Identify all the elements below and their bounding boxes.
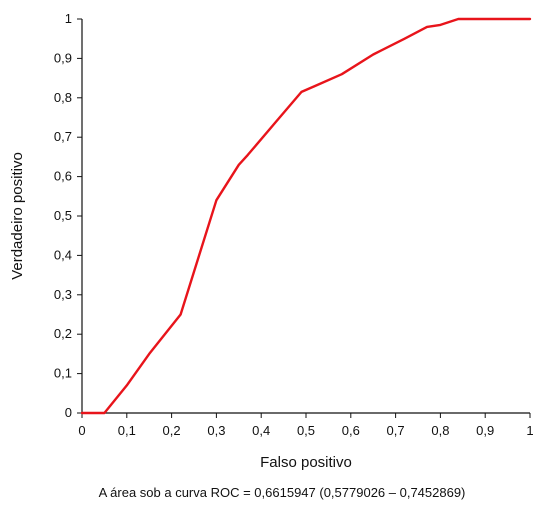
roc-curve-point [215,199,218,201]
y-tick-label: 0,7 [54,129,72,144]
series-layer [80,17,532,415]
x-axis-title: Falso positivo [260,454,352,471]
y-tick-label: 1 [65,11,72,26]
x-tick-label: 0,9 [476,423,494,438]
y-axis-title: Verdadeiro positivo [9,152,26,280]
roc-curve-point [372,53,375,56]
ticks: 0 0,1 0,2 0,3 0,4 0,5 0,6 0,7 0,8 0,9 1 0 0,1 0,2 0,3 0… [54,11,534,438]
y-tick-label: 0,6 [54,169,72,184]
x-tick-label: 1 [526,423,533,438]
x-tick-label: 0,5 [297,423,315,438]
roc-curve-point [300,91,303,93]
roc-curve-point [439,24,442,26]
roc-curve-point [179,313,182,316]
auc-annotation: A área sob a curva ROC = 0,6615947 (0,57… [99,485,466,500]
y-tick-label: 0 [65,405,72,420]
y-tick-label: 0,1 [54,366,72,381]
x-tick-label: 0,4 [252,423,270,438]
roc-curve-point [247,154,249,156]
x-tick-label: 0,7 [387,423,405,438]
roc-curve-point [148,353,150,355]
x-tick-label: 0,2 [163,423,181,438]
y-tick-label: 0,3 [54,287,72,302]
roc-curve-point [529,18,531,20]
x-tick-label: 0,1 [118,423,136,438]
roc-curve-point [314,85,316,87]
roc-curve-point [126,384,128,387]
roc-curve-point [457,18,460,20]
roc-curve-point [81,412,83,414]
y-tick-label: 0,4 [54,247,72,262]
roc-curve-point [426,26,428,28]
y-tick-label: 0,5 [54,208,72,223]
roc-curve-line [80,17,532,415]
x-tick-label: 0,8 [431,423,449,438]
y-tick-label: 0,9 [54,50,72,65]
roc-curve-point [273,122,276,125]
roc-curve-point [238,164,240,166]
roc-curve-point [103,412,106,414]
y-tick-label: 0,8 [54,90,72,105]
x-tick-label: 0,3 [207,423,225,438]
y-tick-label: 0,2 [54,326,72,341]
x-tick-label: 0 [78,423,85,438]
roc-curve-point [341,73,343,75]
roc-curve-point [403,37,406,40]
x-tick-label: 0,6 [342,423,360,438]
